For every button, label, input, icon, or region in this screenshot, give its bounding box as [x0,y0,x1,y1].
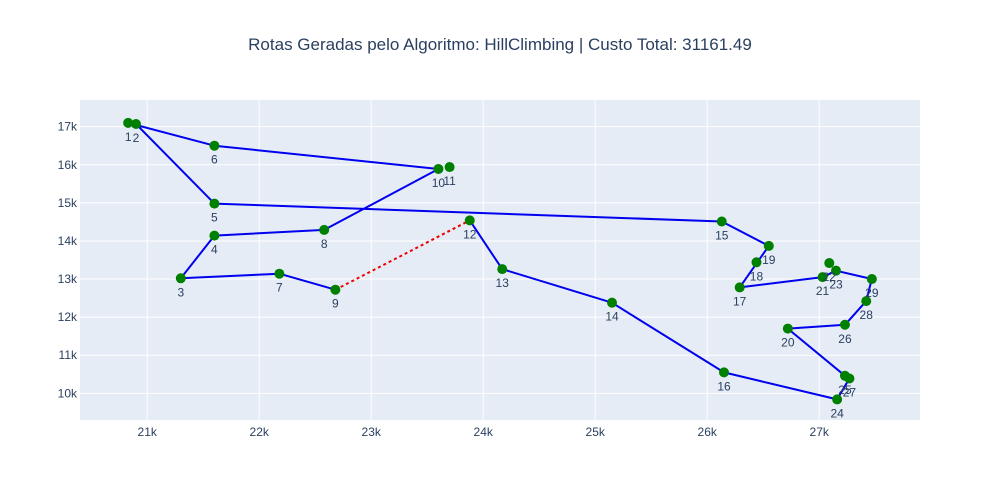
city-marker [861,296,872,307]
city-marker [763,240,774,251]
y-tick-label: 11k [59,348,78,362]
y-tick-label: 12k [58,310,78,324]
city-marker [751,257,762,268]
city-marker [734,282,745,293]
city-label: 22 [823,270,837,284]
plot-background [80,100,920,420]
city-label: 12 [463,227,477,241]
city-marker [209,230,220,241]
city-label: 21 [816,284,830,298]
city-label: 16 [717,379,731,393]
y-tick-label: 16k [58,158,78,172]
city-marker [831,265,841,276]
city-marker [824,258,835,269]
x-tick-label: 22k [250,425,270,439]
city-marker [444,162,455,173]
city-label: 18 [750,269,764,283]
y-tick-label: 14k [58,234,78,248]
city-marker [209,140,220,151]
city-marker [607,297,617,308]
city-label: 28 [860,308,874,322]
chart-title: Rotas Geradas pelo Algoritmo: HillClimbi… [248,35,752,54]
city-marker [866,274,877,285]
x-tick-label: 23k [362,425,382,439]
city-marker [433,163,444,174]
city-marker [330,284,341,295]
city-marker [131,119,141,129]
x-tick-label: 27k [810,425,830,439]
city-marker [817,272,828,283]
city-label: 4 [211,243,218,257]
city-marker [719,367,729,378]
y-tick-label: 15k [58,196,78,210]
grid [80,100,920,420]
point-markers [123,117,877,405]
city-marker [782,323,793,334]
x-tick-label: 24k [474,425,494,439]
city-label: 1 [125,130,132,144]
city-label: 20 [781,336,795,350]
city-marker [839,319,850,330]
return-leg-line [334,219,471,291]
city-label: 19 [762,253,776,267]
city-marker [844,373,855,384]
y-tick-label: 10k [58,386,78,400]
city-marker [209,198,220,209]
city-marker [319,224,330,235]
city-label: 11 [443,174,456,188]
y-tick-label: 17k [58,120,78,134]
city-marker [832,394,843,405]
axis-ticks: 21k 22k 23k 24k 25k 26k 27k 10k 11k 12k 13k 14k 15k 1… [58,120,830,439]
city-label: 8 [321,237,328,251]
city-marker [497,264,508,275]
city-marker [716,216,727,227]
city-label: 3 [177,285,184,299]
city-label: 27 [843,385,857,399]
city-label: 7 [276,281,283,295]
city-label: 5 [211,211,218,225]
city-label: 9 [332,297,339,311]
city-marker [175,273,186,284]
x-tick-label: 26k [698,425,718,439]
y-tick-label: 13k [58,272,78,286]
city-label: 29 [865,286,879,300]
city-marker [274,268,285,279]
point-labels: 1 234567891011121314151617181920212223242… [125,130,879,421]
city-label: 26 [838,332,852,346]
city-label: 10 [432,176,446,190]
city-marker [123,117,134,128]
x-tick-label: 25k [586,425,606,439]
city-label: 15 [715,229,729,243]
city-label: 17 [733,294,747,308]
city-label: 23 [829,278,843,292]
city-label: 14 [605,310,619,324]
city-label: 13 [496,276,510,290]
city-marker [464,215,475,226]
x-tick-label: 21k [138,425,158,439]
city-label: 6 [211,153,218,167]
city-label: 24 [830,406,844,420]
city-label: 2 [133,131,140,145]
city-label: 25 [838,383,852,397]
